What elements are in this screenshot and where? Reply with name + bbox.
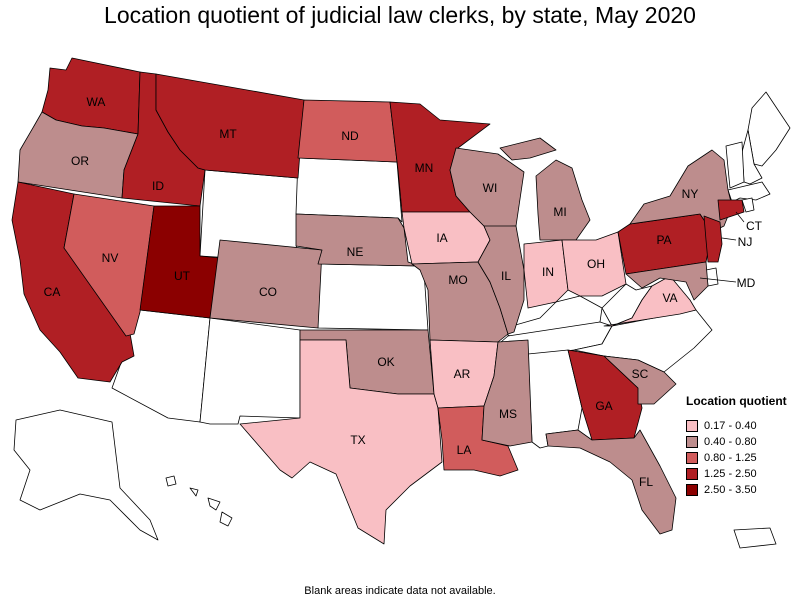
label-mt: MT — [219, 127, 237, 141]
footnote: Blank areas indicate data not available. — [304, 585, 496, 597]
label-wa: WA — [87, 95, 106, 109]
state-ri — [741, 197, 755, 213]
label-ct: CT — [746, 219, 763, 233]
label-mi: MI — [553, 205, 566, 219]
label-pa: PA — [656, 233, 671, 247]
label-ok: OK — [377, 355, 394, 369]
state-sd — [295, 157, 403, 223]
state-fl — [545, 429, 677, 535]
state-mi — [499, 137, 591, 241]
label-md: MD — [737, 276, 756, 290]
label-oh: OH — [587, 257, 605, 271]
label-wi: WI — [483, 181, 498, 195]
label-in: IN — [542, 265, 554, 279]
legend-item: 2.50 - 3.50 — [686, 482, 796, 498]
state-tx — [239, 339, 443, 545]
label-nj: NJ — [738, 235, 753, 249]
state-ct — [717, 199, 745, 221]
label-fl: FL — [639, 475, 653, 489]
legend-swatch — [686, 436, 698, 448]
legend-swatch — [686, 420, 698, 432]
legend-label: 0.40 - 0.80 — [704, 436, 757, 448]
state-co — [209, 239, 323, 329]
state-hi — [165, 475, 233, 527]
legend-swatch — [686, 468, 698, 480]
label-la: LA — [457, 443, 472, 457]
state-sc — [603, 355, 677, 405]
label-ca: CA — [44, 285, 61, 299]
legend-label: 2.50 - 3.50 — [704, 484, 757, 496]
legend-label: 1.25 - 2.50 — [704, 468, 757, 480]
map-title: Location quotient of judicial law clerks… — [104, 2, 696, 28]
label-co: CO — [259, 285, 277, 299]
label-mn: MN — [415, 161, 434, 175]
label-nv: NV — [102, 251, 119, 265]
legend-item: 0.80 - 1.25 — [686, 450, 796, 466]
label-ia: IA — [436, 231, 447, 245]
legend-label: 0.80 - 1.25 — [704, 452, 757, 464]
label-or: OR — [71, 154, 89, 168]
label-il: IL — [501, 269, 511, 283]
state-nj — [703, 215, 723, 263]
state-me — [747, 91, 791, 167]
label-ar: AR — [454, 367, 471, 381]
state-ms — [481, 339, 533, 447]
legend-item: 1.25 - 2.50 — [686, 466, 796, 482]
label-ms: MS — [499, 407, 517, 421]
label-nd: ND — [341, 129, 359, 143]
state-oh — [561, 231, 627, 297]
label-ne: NE — [347, 245, 364, 259]
label-va: VA — [662, 291, 677, 305]
label-id: ID — [152, 179, 164, 193]
label-ut: UT — [174, 269, 191, 283]
state-il — [477, 225, 525, 335]
state-vt — [725, 141, 745, 189]
state-va — [603, 275, 697, 327]
legend-label: 0.17 - 0.40 — [704, 420, 757, 432]
label-ny: NY — [682, 187, 699, 201]
leader-lines — [699, 211, 745, 283]
label-mo: MO — [448, 273, 467, 287]
legend-item: 0.17 - 0.40 — [686, 418, 796, 434]
territory-pr — [733, 527, 777, 549]
legend: Location quotient 0.17 - 0.40 0.40 - 0.8… — [686, 394, 796, 498]
legend-item: 0.40 - 0.80 — [686, 434, 796, 450]
state-md — [625, 261, 709, 301]
label-ga: GA — [595, 399, 612, 413]
legend-title: Location quotient — [686, 394, 787, 408]
legend-swatch — [686, 452, 698, 464]
state-nm — [199, 317, 301, 425]
label-sc: SC — [632, 367, 649, 381]
state-ak — [13, 409, 159, 541]
label-tx: TX — [350, 433, 365, 447]
state-ks — [317, 263, 429, 331]
legend-swatch — [686, 484, 698, 496]
